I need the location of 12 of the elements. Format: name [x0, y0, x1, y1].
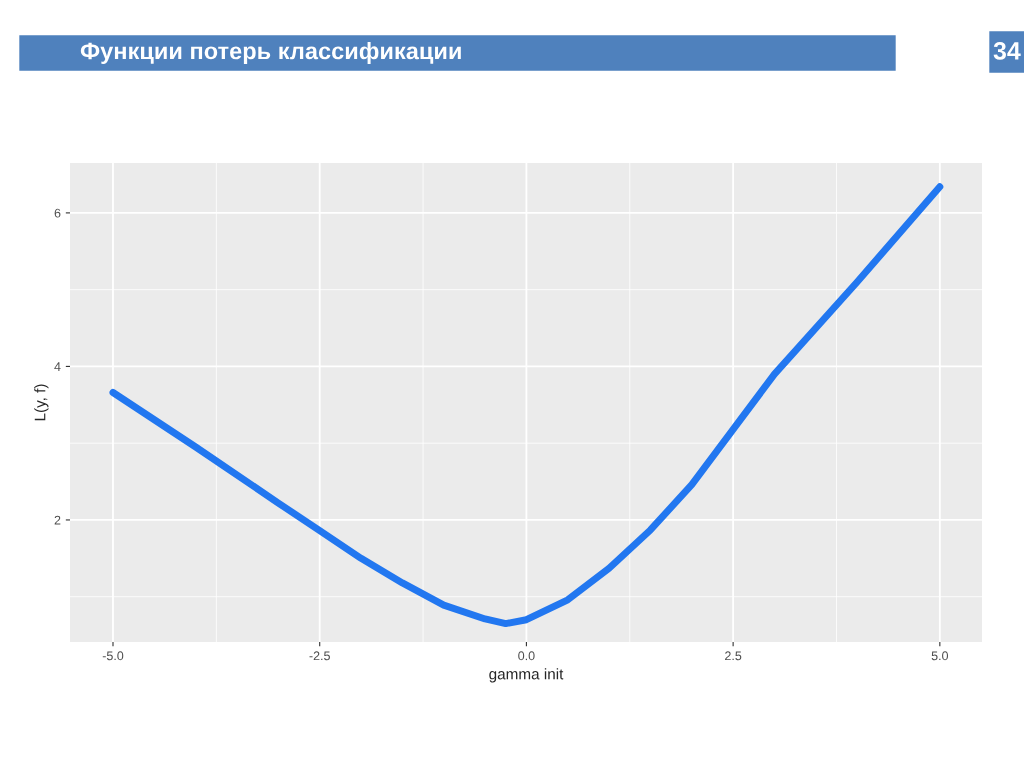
x-axis-title: gamma init [489, 668, 564, 683]
x-tick-label: -2.5 [309, 651, 330, 661]
chart-title: Функции потерь классификации [80, 42, 461, 65]
y-tick-label: 6 [54, 208, 61, 218]
x-tick-label: -5.0 [102, 651, 124, 661]
x-tick-label: 5.0 [931, 651, 949, 661]
x-tick-label: 0.0 [518, 651, 535, 661]
y-axis-title: L(y, f) [34, 384, 49, 421]
x-tick-label: 2.5 [725, 651, 742, 661]
y-tick-label: 2 [54, 515, 61, 525]
text: 34 [993, 42, 1021, 60]
y-tick-label: 4 [54, 362, 61, 371]
